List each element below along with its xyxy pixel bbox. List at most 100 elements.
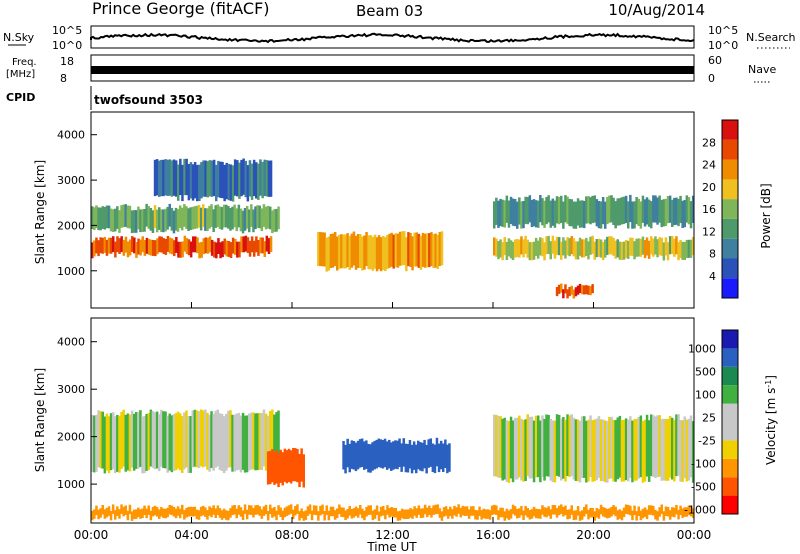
power-echo-cell (109, 237, 113, 254)
velocity-echo-cell (122, 506, 125, 517)
velocity-echo-cell (212, 505, 215, 515)
power-colorbar-segment (722, 120, 738, 140)
power-echo-cell (348, 235, 351, 270)
velocity-echo-cell (160, 507, 163, 517)
velocity-echo-cell (285, 506, 289, 516)
velocity-echo-cell (392, 507, 395, 518)
velocity-echo-cell (185, 410, 188, 468)
velocity-echo-cell (166, 415, 169, 473)
power-echo-cell (601, 197, 605, 225)
power-echo-cell (225, 204, 228, 228)
velocity-echo-cell (329, 506, 333, 517)
power-echo-cell (265, 235, 269, 252)
power-echo-cell (599, 201, 603, 229)
power-echo-cell (520, 236, 523, 255)
power-echo-cell (509, 240, 513, 259)
velocity-echo-cell (356, 508, 360, 518)
power-echo-cell (265, 160, 269, 197)
power-echo-cell (128, 205, 132, 229)
velocity-echo-cell (398, 438, 401, 467)
power-echo-cell (641, 236, 645, 255)
velocity-echo-cell (461, 505, 465, 516)
power-echo-cell (242, 158, 245, 195)
power-echo-cell (532, 199, 536, 227)
velocity-echo-cell (195, 509, 199, 520)
power-echo-cell (183, 158, 186, 196)
velocity-echo-cell (647, 420, 651, 482)
power-echo-cell (417, 233, 421, 268)
power-echo-cell (436, 234, 439, 269)
velocity-echo-cell (557, 505, 561, 516)
power-echo-cell (574, 287, 578, 297)
velocity-echo-cell (631, 420, 634, 483)
freq-trace (91, 66, 694, 74)
velocity-echo-cell (336, 508, 339, 518)
power-echo-cell (671, 236, 674, 255)
power-echo-cell (375, 237, 379, 272)
power-echo-cell (267, 160, 271, 197)
velocity-echo-cell (382, 506, 385, 516)
velocity-echo-cell (564, 505, 567, 516)
power-echo-cell (145, 203, 148, 227)
velocity-echo-cell (499, 507, 502, 518)
velocity-echo-cell (501, 418, 504, 481)
power-echo-cell (133, 237, 136, 254)
velocity-echo-cell (589, 507, 592, 518)
power-echo-cell (580, 200, 584, 228)
power-echo-cell (162, 209, 165, 233)
velocity-echo-cell (687, 505, 691, 515)
power-echo-cell (227, 241, 231, 257)
velocity-echo-cell (218, 413, 222, 471)
power-echo-cell (516, 239, 519, 258)
velocity-echo-cell (656, 511, 659, 521)
velocity-echo-cell (442, 443, 445, 472)
velocity-echo-cell (206, 510, 209, 520)
velocity-echo-cell (629, 416, 632, 478)
velocity-echo-cell (379, 506, 383, 517)
velocity-echo-cell (99, 508, 102, 518)
velocity-echo-cell (608, 508, 611, 518)
velocity-echo-cell (302, 511, 305, 521)
velocity-echo-cell (643, 419, 647, 482)
velocity-echo-cell (574, 419, 578, 481)
power-echo-cell (622, 196, 626, 224)
velocity-echo-cell (139, 410, 142, 467)
velocity-echo-cell (130, 511, 134, 521)
power-echo-cell (185, 158, 188, 196)
velocity-echo-cell (652, 415, 655, 477)
y-tick-label: 4000 (57, 336, 85, 349)
velocity-echo-cell (170, 505, 174, 516)
velocity-echo-cell (551, 505, 555, 515)
velocity-echo-layer (91, 409, 695, 521)
velocity-echo-cell (271, 409, 274, 467)
power-echo-cell (545, 197, 548, 225)
velocity-echo-cell (440, 511, 444, 521)
velocity-echo-cell (627, 419, 630, 482)
power-echo-cell (206, 237, 210, 254)
power-echo-cell (147, 238, 151, 255)
velocity-echo-cell (637, 417, 640, 479)
power-echo-cell (627, 240, 630, 259)
power-echo-cell (434, 233, 437, 268)
velocity-echo-cell (99, 411, 102, 469)
power-echo-cell (532, 241, 536, 260)
velocity-echo-cell (593, 419, 596, 482)
velocity-echo-cell (435, 437, 439, 467)
power-echo-cell (677, 242, 680, 261)
power-echo-cell (666, 242, 670, 261)
velocity-echo-cell (513, 506, 517, 516)
power-echo-cell (606, 196, 609, 225)
velocity-echo-cell (210, 411, 213, 469)
velocity-echo-cell (375, 505, 379, 515)
velocity-echo-cell (578, 420, 582, 483)
velocity-echo-cell (520, 418, 523, 481)
velocity-echo-cell (451, 509, 454, 519)
velocity-echo-cell (446, 509, 450, 519)
velocity-echo-cell (439, 440, 443, 470)
velocity-echo-cell (139, 509, 142, 519)
velocity-echo-cell (660, 504, 663, 514)
power-echo-cell (183, 204, 186, 227)
velocity-echo-cell (662, 418, 666, 481)
velocity-echo-cell (505, 420, 509, 482)
velocity-echo-cell (147, 505, 150, 515)
